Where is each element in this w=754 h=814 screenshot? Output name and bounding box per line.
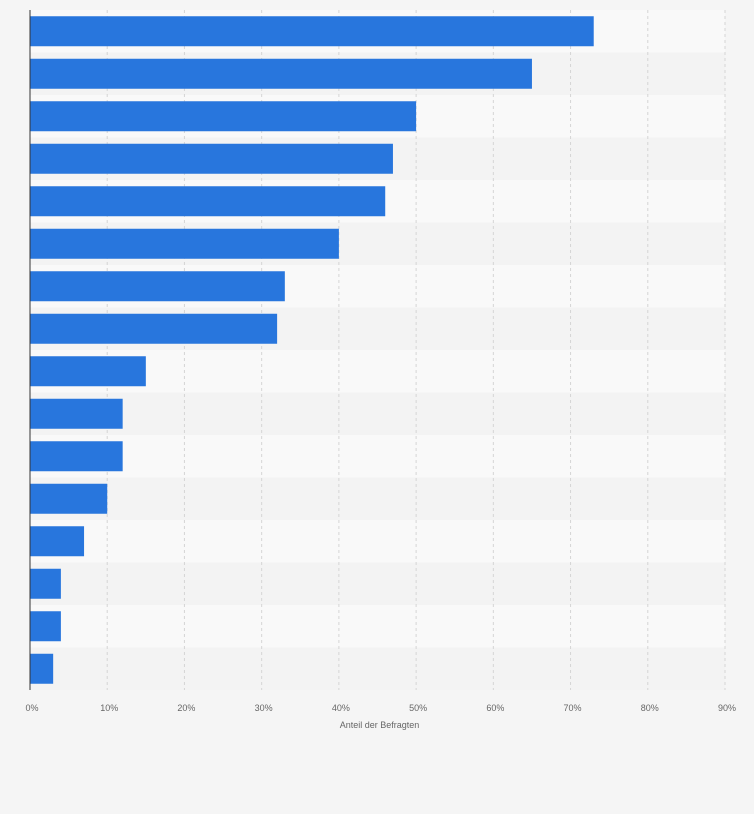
bar xyxy=(30,653,54,684)
x-tick-label: 10% xyxy=(100,703,118,713)
x-tick-label: 90% xyxy=(718,703,736,713)
x-tick-label: 40% xyxy=(332,703,350,713)
bar xyxy=(30,526,85,557)
bar xyxy=(30,483,108,514)
bar xyxy=(30,313,278,344)
bar xyxy=(30,16,594,47)
bar xyxy=(30,568,61,599)
bar xyxy=(30,186,386,217)
x-tick-label: 50% xyxy=(409,703,427,713)
row-band xyxy=(30,647,725,690)
bar xyxy=(30,356,146,387)
x-tick-label: 30% xyxy=(255,703,273,713)
bar xyxy=(30,101,417,132)
row-band xyxy=(30,520,725,563)
x-tick-label: 60% xyxy=(486,703,504,713)
row-band xyxy=(30,392,725,435)
x-tick-label: 80% xyxy=(641,703,659,713)
gridlines xyxy=(106,10,726,690)
x-tick-label: 20% xyxy=(177,703,195,713)
bar xyxy=(30,271,285,302)
x-tick-label: 70% xyxy=(564,703,582,713)
x-axis-label: Anteil der Befragten xyxy=(340,720,420,730)
bar xyxy=(30,398,123,429)
row-band xyxy=(30,605,725,648)
row-band xyxy=(30,477,725,520)
bar xyxy=(30,441,123,472)
bar xyxy=(30,58,532,89)
row-band xyxy=(30,562,725,605)
x-tick-labels: 0% 10% 20% 30% 40% 50% 60% 70% 80% 90% xyxy=(25,703,736,713)
bar xyxy=(30,143,393,174)
bar xyxy=(30,228,339,259)
x-tick-label: 0% xyxy=(25,703,38,713)
bar xyxy=(30,611,61,642)
row-band xyxy=(30,435,725,478)
bars xyxy=(30,16,594,684)
